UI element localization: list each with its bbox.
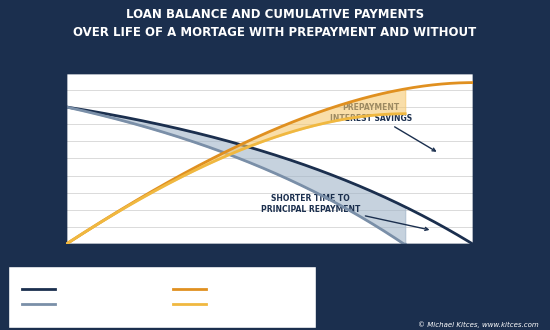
X-axis label: Years: Years: [255, 265, 284, 275]
Text: LOAN BALANCE AND CUMULATIVE PAYMENTS: LOAN BALANCE AND CUMULATIVE PAYMENTS: [126, 8, 424, 21]
Text: © Michael Kitces, www.kitces.com: © Michael Kitces, www.kitces.com: [418, 322, 539, 328]
Y-axis label: Loan Balance: Loan Balance: [3, 122, 13, 195]
Y-axis label: Cumulative Paid Interest: Cumulative Paid Interest: [526, 90, 536, 227]
Text: Cumulative Interest Payments: Cumulative Interest Payments: [173, 272, 328, 281]
Text: SHORTER TIME TO
PRINCIPAL REPAYMENT: SHORTER TIME TO PRINCIPAL REPAYMENT: [261, 194, 428, 230]
Text: OVER LIFE OF A MORTAGE WITH PREPAYMENT AND WITHOUT: OVER LIFE OF A MORTAGE WITH PREPAYMENT A…: [73, 26, 477, 39]
Text: No Prepayment: No Prepayment: [58, 290, 124, 299]
Text: Prepayment: Prepayment: [58, 305, 110, 314]
Text: Prepayment: Prepayment: [209, 305, 261, 314]
Text: No Prepayment: No Prepayment: [209, 290, 276, 299]
Text: Loan Balance: Loan Balance: [22, 272, 90, 281]
Text: PREPAYMENT
INTEREST SAVINGS: PREPAYMENT INTEREST SAVINGS: [330, 103, 436, 151]
